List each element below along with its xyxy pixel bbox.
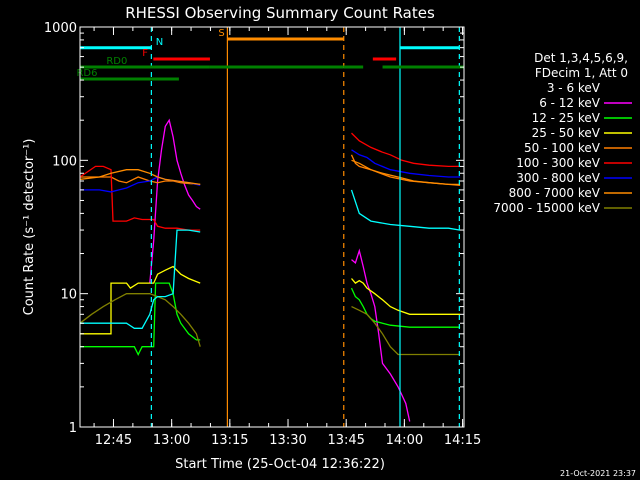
- series-line-6-12-kev-0: [149, 118, 201, 284]
- legend-label: 50 - 100 keV: [524, 141, 601, 155]
- series-line-7000-15000-kev-0: [79, 293, 201, 347]
- series-line-12-25-kev-0: [80, 282, 201, 356]
- legend-entry-6-12-kev: 6 - 12 keV: [539, 96, 632, 110]
- series-12-25-kev: [80, 282, 461, 356]
- series-line-cyan-0: [80, 229, 201, 329]
- x-tick-label: 12:45: [95, 433, 132, 448]
- marker-layer: [150, 27, 460, 427]
- series-line-12-25-kev-1: [350, 287, 461, 328]
- series-line-100-300-kev-0: [79, 165, 201, 231]
- x-tick-label: 14:15: [444, 433, 481, 448]
- legend-label: 3 - 6 keV: [547, 81, 601, 95]
- legend-label: 300 - 800 keV: [516, 171, 600, 185]
- flag-layer: N S F RD0 RD6: [76, 28, 464, 81]
- series-6-12-kev: [149, 118, 411, 422]
- x-tick-label: 14:00: [386, 433, 423, 448]
- series-line-100-300-kev-1: [351, 132, 461, 168]
- y-tick-label: 1000: [44, 21, 77, 36]
- x-tick-label: 13:15: [211, 433, 248, 448]
- x-tick-label: 13:45: [327, 433, 364, 448]
- legend-entry-800-7000-kev: 800 - 7000 keV: [509, 186, 632, 200]
- legend: Det 1,3,4,5,6,9,FDecim 1, Att 03 - 6 keV…: [493, 51, 632, 215]
- legend-label: 800 - 7000 keV: [509, 186, 601, 200]
- legend-entry-100-300-kev: 100 - 300 keV: [516, 156, 632, 170]
- series-line-7000-15000-kev-1: [351, 306, 461, 356]
- series-layer: [79, 114, 461, 422]
- flag-label-rd6: RD6: [76, 68, 97, 79]
- chart-title: RHESSI Observing Summary Count Rates: [125, 4, 435, 22]
- legend-header-0: Det 1,3,4,5,6,9,: [534, 51, 628, 65]
- series-line-800-7000-kev-0: [79, 169, 201, 186]
- legend-label: 7000 - 15000 keV: [493, 201, 600, 215]
- series-line-25-50-kev-0: [80, 265, 201, 335]
- plot-frame: [79, 26, 465, 428]
- flag-label-f: F: [142, 48, 148, 59]
- series-line-3-6-kev-0: [137, 114, 201, 387]
- legend-entry-50-100-kev: 50 - 100 keV: [524, 141, 632, 155]
- flag-label-n: N: [156, 37, 163, 48]
- footer-timestamp: 21-Oct-2021 23:37: [560, 469, 636, 478]
- legend-entry-7000-15000-kev: 7000 - 15000 keV: [493, 201, 632, 215]
- x-tick-label: 13:30: [269, 433, 306, 448]
- y-tick-label: 100: [52, 154, 77, 169]
- legend-entry-12-25-kev: 12 - 25 keV: [532, 111, 632, 125]
- legend-label: 6 - 12 keV: [539, 96, 601, 110]
- series-line-6-12-kev-1: [351, 248, 411, 422]
- y-tick-label: 10: [60, 288, 77, 303]
- series-line-25-50-kev-1: [351, 278, 461, 315]
- x-axis-label: Start Time (25-Oct-04 12:36:22): [175, 457, 385, 472]
- legend-label: 12 - 25 keV: [532, 111, 601, 125]
- legend-entry-3-6-kev: 3 - 6 keV: [547, 81, 632, 95]
- legend-label: 100 - 300 keV: [516, 156, 600, 170]
- axis-layer: 1 10 100 1000 12:45 13:00 13:15 13:30 13:45 14:00…: [44, 21, 481, 448]
- flag-label-s: S: [218, 28, 224, 39]
- series-line-800-7000-kev-1: [351, 159, 461, 186]
- legend-entry-25-50-kev: 25 - 50 keV: [532, 126, 632, 140]
- series-line-300-800-kev-1: [351, 149, 461, 178]
- legend-entry-300-800-kev: 300 - 800 keV: [516, 171, 632, 185]
- series-100-300-kev: [79, 132, 461, 231]
- flag-label-rd0: RD0: [106, 56, 127, 67]
- legend-header-1: FDecim 1, Att 0: [535, 66, 628, 80]
- series-25-50-kev: [80, 265, 461, 335]
- y-tick-label: 1: [69, 421, 77, 436]
- y-axis-label: Count Rate (s⁻¹ detector⁻¹): [22, 139, 37, 316]
- series-800-7000-kev: [79, 159, 461, 186]
- legend-label: 25 - 50 keV: [532, 126, 601, 140]
- series-7000-15000-kev: [79, 293, 461, 356]
- x-tick-label: 13:00: [153, 433, 190, 448]
